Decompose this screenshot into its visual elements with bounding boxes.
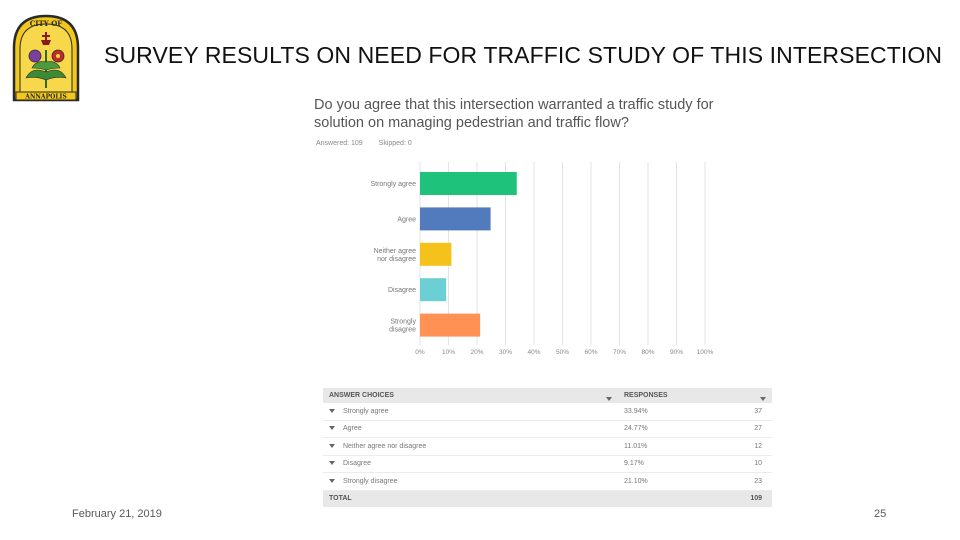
expand-caret-icon[interactable] [329, 408, 335, 413]
category-label: Strongly disagree [389, 319, 416, 334]
table-header: ANSWER CHOICES RESPONSES [323, 388, 772, 403]
answer-choice: Strongly agree [323, 408, 618, 415]
x-tick-label: 100% [697, 349, 714, 356]
table-total-row: TOTAL 109 [323, 490, 772, 507]
bar[interactable] [420, 313, 481, 337]
table-row: Neither agree nor disagree 11.01% 12 [323, 438, 772, 456]
answer-choice: Strongly disagree [323, 478, 618, 485]
survey-question: Do you agree that this intersection warr… [314, 97, 714, 131]
table-row: Agree 24.77% 27 [323, 421, 772, 438]
category-label: Neither agree nor disagree [374, 248, 417, 263]
category-label: Disagree [388, 287, 416, 294]
x-tick-label: 0% [415, 349, 425, 356]
responses-table: ANSWER CHOICES RESPONSES Strongly agree 3… [323, 388, 772, 507]
bar[interactable] [420, 172, 517, 195]
response-count: 27 [754, 425, 762, 433]
x-tick-label: 10% [442, 349, 455, 356]
x-tick-label: 50% [556, 349, 569, 356]
response-percent: 33.94% [624, 407, 648, 415]
answer-choice: Disagree [323, 460, 618, 467]
expand-caret-icon[interactable] [329, 478, 335, 483]
sort-caret-icon[interactable] [606, 397, 612, 401]
response-summary: Answered: 109 Skipped: 0 [316, 140, 426, 147]
expand-caret-icon[interactable] [329, 443, 335, 448]
x-tick-label: 30% [499, 349, 512, 356]
category-label: Agree [397, 216, 416, 223]
header-answer-choices[interactable]: ANSWER CHOICES [323, 392, 618, 401]
page-number: 25 [874, 508, 887, 520]
bar[interactable] [420, 207, 491, 231]
total-count: 109 [750, 495, 762, 503]
table-row: Strongly agree 33.94% 37 [323, 403, 772, 421]
x-tick-label: 70% [613, 349, 626, 356]
bar-chart: 0% 10% 20% 30% 40% 50% 60% 70% 80% 90% 100% Strongl… [370, 162, 714, 356]
response-percent: 9.17% [624, 460, 644, 468]
response-count: 37 [754, 407, 762, 415]
header-responses[interactable]: RESPONSES [618, 392, 772, 401]
response-percent: 21.10% [624, 477, 648, 485]
response-percent: 11.01% [624, 442, 648, 450]
sort-caret-icon[interactable] [760, 397, 766, 401]
footer-date: February 21, 2019 [72, 508, 162, 520]
expand-caret-icon[interactable] [329, 461, 335, 466]
x-tick-label: 60% [584, 349, 597, 356]
answer-choice: Neither agree nor disagree [323, 443, 618, 450]
table-row: Disagree 9.17% 10 [323, 456, 772, 473]
total-label: TOTAL [329, 495, 352, 503]
answer-choice: Agree [323, 425, 618, 432]
answered-count: Answered: 109 [316, 140, 363, 147]
response-count: 10 [754, 460, 762, 468]
slide-title: SURVEY RESULTS ON NEED FOR TRAFFIC STUDY… [104, 42, 943, 68]
response-percent: 24.77% [624, 425, 648, 433]
expand-caret-icon[interactable] [329, 426, 335, 431]
x-tick-label: 90% [670, 349, 683, 356]
category-label: Strongly agree [370, 181, 416, 188]
bar[interactable] [420, 278, 447, 302]
response-count: 23 [754, 477, 762, 485]
x-tick-label: 80% [641, 349, 654, 356]
svg-text:ANNAPOLIS: ANNAPOLIS [24, 94, 66, 101]
x-tick-label: 20% [470, 349, 483, 356]
skipped-count: Skipped: 0 [378, 140, 412, 147]
svg-text:CITY OF: CITY OF [30, 19, 63, 28]
x-tick-label: 40% [527, 349, 540, 356]
response-count: 12 [754, 442, 762, 450]
bar[interactable] [420, 242, 452, 266]
city-of-annapolis-logo: CITY OF ANNAPOLIS [12, 14, 80, 102]
table-row: Strongly disagree 21.10% 23 [323, 473, 772, 491]
